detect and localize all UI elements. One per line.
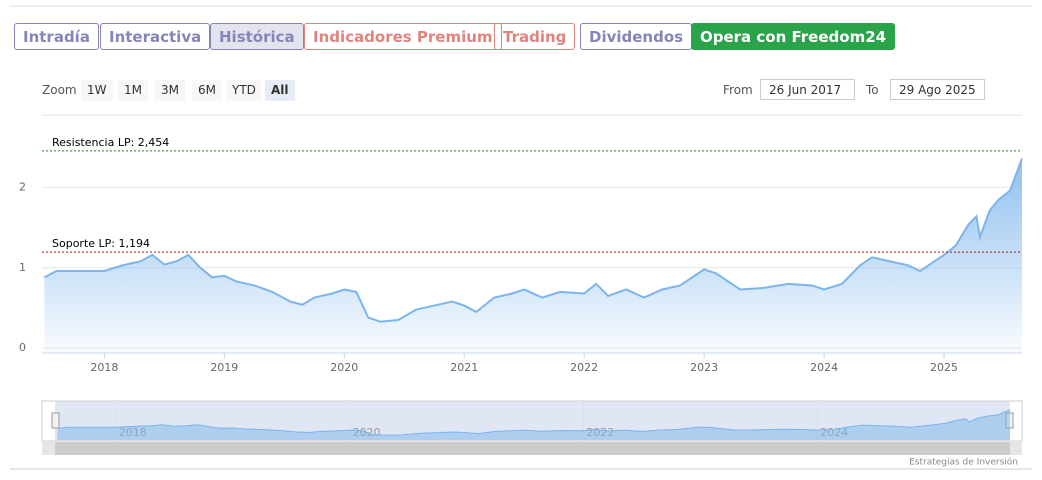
x-tick-label: 2025 [930, 361, 958, 374]
x-tick-label: 2023 [690, 361, 718, 374]
tab[interactable]: Opera con Freedom24 [691, 23, 896, 50]
scrollbar-thumb[interactable] [55, 442, 1010, 455]
x-tick-label: 2024 [810, 361, 838, 374]
y-tick-label: 2 [19, 180, 26, 193]
from-label: From [723, 83, 753, 97]
y-tick-label: 0 [19, 341, 26, 354]
zoom-button[interactable]: YTD [226, 80, 262, 101]
zoom-button[interactable]: 6M [192, 80, 222, 101]
zoom-label: Zoom [42, 83, 77, 97]
tab[interactable]: Indicadores Premium [304, 23, 502, 50]
tab[interactable]: Interactiva [100, 23, 211, 50]
y-tick-label: 1 [19, 261, 26, 274]
area [44, 158, 1022, 353]
tab[interactable]: Histórica [210, 23, 304, 50]
x-tick-label: 2019 [210, 361, 238, 374]
tab[interactable]: Trading [494, 23, 576, 50]
x-tick-label: 2018 [90, 361, 118, 374]
level-label: Soporte LP: 1,194 [52, 237, 150, 250]
navigator-line [57, 409, 1011, 436]
line [43, 158, 1023, 323]
to-label: To [866, 83, 879, 97]
tab[interactable]: Dividendos [580, 23, 693, 50]
x-tick-label: 2021 [450, 361, 478, 374]
navigator-handle[interactable] [51, 412, 60, 429]
zoom-button[interactable]: 3M [155, 80, 185, 101]
x-tick-label: 2020 [330, 361, 358, 374]
navigator-area [57, 409, 1010, 440]
zoom-button[interactable]: 1M [118, 80, 148, 101]
x-tick-label: 2022 [570, 361, 598, 374]
zoom-button[interactable]: All [265, 80, 295, 101]
credit: Estrategias de Inversión [909, 457, 1018, 468]
to-input[interactable]: 29 Ago 2025 [890, 79, 985, 100]
level-label: Resistencia LP: 2,454 [52, 136, 169, 149]
zoom-button[interactable]: 1W [81, 80, 113, 101]
from-input[interactable]: 26 Jun 2017 [760, 79, 855, 100]
tab[interactable]: Intradía [14, 23, 99, 50]
